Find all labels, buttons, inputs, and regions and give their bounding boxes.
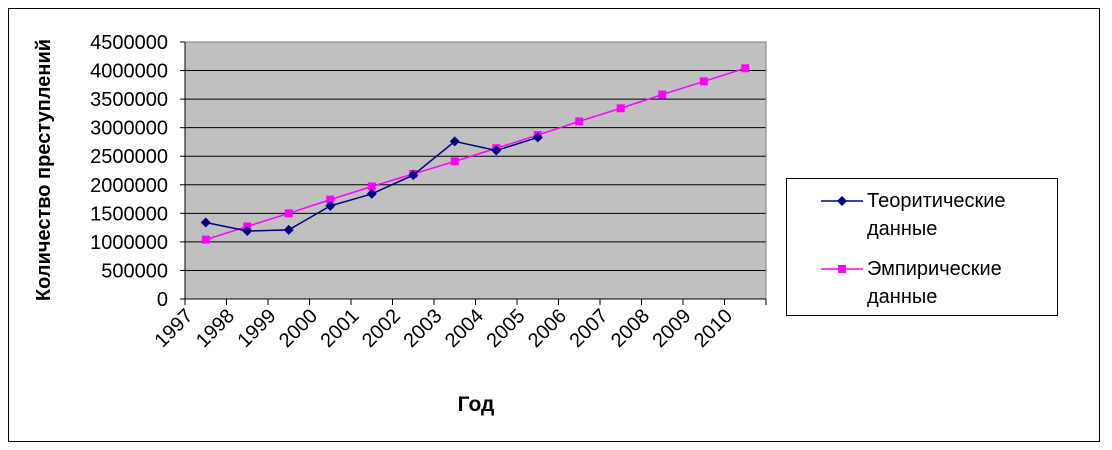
data-point-square	[616, 104, 625, 113]
data-point-diamond	[242, 226, 253, 237]
data-point-square	[450, 157, 459, 166]
x-axis-label: Год	[458, 393, 495, 416]
data-point-square	[575, 117, 584, 126]
data-point-square	[367, 182, 376, 191]
y-axis-label: Количество преступлений	[33, 39, 55, 301]
chart-frame	[8, 8, 1100, 442]
y-tick-label: 2000000	[90, 175, 168, 197]
y-tick-label: 500000	[101, 260, 168, 282]
x-tick-label: 1997	[151, 305, 198, 352]
series-line-1	[205, 67, 746, 241]
x-tick-label: 2010	[690, 305, 737, 352]
data-point-diamond	[449, 136, 460, 147]
y-tick-label: 3000000	[90, 118, 168, 140]
data-point-diamond	[491, 145, 502, 156]
axes	[180, 41, 767, 305]
data-point-diamond	[408, 170, 419, 181]
x-tick-label: 2006	[524, 305, 571, 352]
data-point-diamond	[366, 188, 377, 199]
y-tick-label: 1500000	[90, 203, 168, 225]
diamond-marker-icon	[821, 196, 863, 206]
x-tick-label: 2000	[275, 305, 322, 352]
x-tick-label: 2003	[400, 305, 447, 352]
series-layer	[200, 64, 750, 244]
y-tick-label: 3500000	[90, 89, 168, 111]
x-tick-label: 2007	[566, 305, 613, 352]
y-tick-label: 2500000	[90, 146, 168, 168]
y-tick-label: 4500000	[90, 32, 168, 54]
data-point-diamond	[283, 224, 294, 235]
x-tick-label: 2002	[358, 305, 405, 352]
legend: Теоритические данные Эмпирические данные	[786, 178, 1058, 316]
x-tick-label: 1999	[234, 305, 281, 352]
data-point-square	[201, 235, 210, 244]
x-tick-label: 2001	[317, 305, 364, 352]
y-tick-labels: 0 500000 1000000 1500000 2000000 2500000 30000…	[90, 32, 168, 311]
legend-label-theoretical: Теоритические данные	[867, 190, 1006, 240]
data-point-diamond	[532, 132, 543, 143]
x-tick-label: 1998	[192, 305, 239, 352]
y-tick-label: 4000000	[90, 61, 168, 83]
data-point-square	[284, 209, 293, 218]
x-tick-label: 2005	[483, 305, 530, 352]
plot-area	[185, 42, 766, 299]
x-tick-label: 2004	[441, 305, 488, 352]
square-marker-icon	[821, 265, 863, 273]
x-tick-label: 2009	[649, 305, 696, 352]
data-point-diamond	[200, 217, 211, 228]
data-point-square	[699, 77, 708, 86]
y-tick-label: 1000000	[90, 232, 168, 254]
data-point-square	[326, 195, 335, 204]
data-point-square	[741, 64, 750, 73]
x-tick-labels: 1997199819992000200120022003200420052006…	[151, 305, 738, 352]
data-point-square	[658, 90, 667, 99]
x-tick-label: 2008	[607, 305, 654, 352]
legend-label-empirical: Эмпирические данные	[867, 258, 1002, 308]
data-point-diamond	[325, 200, 336, 211]
y-tick-label: 0	[157, 289, 168, 311]
